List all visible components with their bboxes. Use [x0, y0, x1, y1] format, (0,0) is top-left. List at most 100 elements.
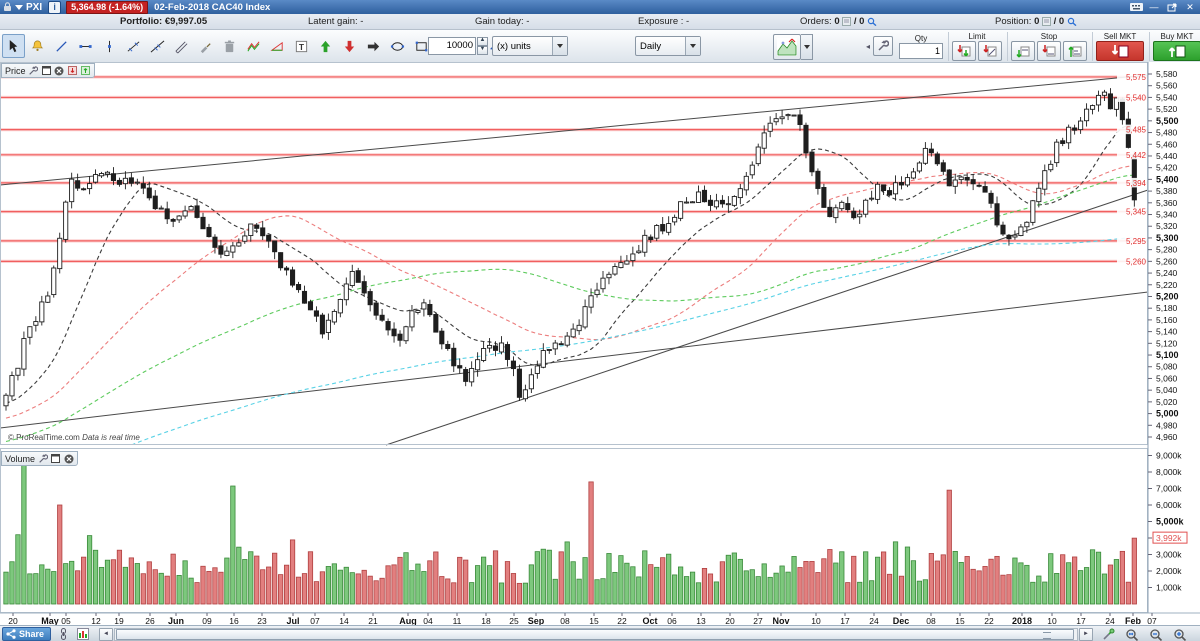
panel-collapse-icon[interactable]: ◂ [866, 41, 871, 51]
arrow-down-tool-button[interactable] [338, 34, 361, 58]
svg-text:5,340: 5,340 [1156, 210, 1178, 220]
account-info-bar: Portfolio: €9,997.05 Latent gain: - Gain… [0, 14, 1200, 30]
chart-canvas[interactable]: 5,5805,5605,5405,5205,5005,4805,4605,440… [0, 62, 1200, 626]
units-select[interactable]: (x) units [492, 36, 568, 56]
scroll-right-button[interactable]: ► [1079, 627, 1094, 641]
status-bar: Share ◄ ► [0, 625, 1200, 641]
trendline-tool-button[interactable] [122, 34, 145, 58]
volume-pane-title: Volume [5, 453, 36, 464]
svg-text:5,320: 5,320 [1156, 221, 1178, 231]
volume-axis: 9,000k8,000k7,000k6,000k5,000k4,000k3,00… [1148, 451, 1188, 593]
close-button[interactable]: ✕ [1186, 1, 1194, 12]
svg-text:5,380: 5,380 [1156, 186, 1178, 196]
instrument-dropdown-icon[interactable] [15, 4, 23, 10]
keyboard-icon[interactable] [1129, 2, 1143, 13]
zigzag-indicator-button[interactable] [242, 34, 265, 58]
zoom-out-icon[interactable] [1147, 628, 1165, 641]
svg-text:5,000k: 5,000k [1156, 517, 1185, 527]
svg-text:22: 22 [617, 616, 627, 625]
volume-close-icon[interactable] [63, 453, 74, 464]
vertical-line-tool-button[interactable] [98, 34, 121, 58]
zoom-fit-icon[interactable] [1123, 628, 1141, 641]
stop-trailing-button[interactable] [1063, 40, 1087, 61]
share-icon [6, 629, 16, 639]
svg-text:Jul: Jul [286, 616, 299, 625]
minimize-button[interactable]: — [1149, 2, 1159, 12]
link-chart-icon[interactable] [55, 628, 71, 641]
order-settings-button[interactable] [873, 36, 893, 56]
price-sell-shortcut-icon[interactable] [67, 65, 78, 76]
restore-button[interactable] [1165, 2, 1179, 13]
share-button[interactable]: Share [2, 627, 52, 641]
price-window-icon[interactable] [41, 65, 52, 76]
arrow-up-tool-button[interactable] [314, 34, 337, 58]
limit-group: Limit [948, 31, 1005, 61]
zoom-in-icon[interactable] [1171, 628, 1189, 641]
position-search-icon[interactable] [1067, 17, 1077, 29]
buy-group: Buy MKT [1149, 31, 1200, 61]
svg-text:8,000k: 8,000k [1156, 467, 1182, 477]
svg-text:5,345: 5,345 [1126, 208, 1147, 217]
brush-tool-button[interactable] [194, 34, 217, 58]
delete-tool-button[interactable] [218, 34, 241, 58]
pointer-tool-button[interactable] [2, 34, 25, 58]
chart-type-button[interactable] [773, 34, 813, 60]
svg-text:04: 04 [423, 616, 433, 625]
svg-text:5,100: 5,100 [1156, 350, 1179, 360]
sell-group: Sell MKT [1092, 31, 1147, 61]
alarm-tool-button[interactable] [26, 34, 49, 58]
stop-sell-button[interactable] [1037, 40, 1061, 61]
text-tool-button[interactable]: T [290, 34, 313, 58]
svg-text:4,980: 4,980 [1156, 420, 1178, 430]
price-settings-icon[interactable] [28, 65, 39, 76]
order-qty-input[interactable]: 1 [899, 42, 943, 59]
title-bar: PXI i 5,364.98 (-1.64%) 02-Feb-2018 CAC4… [0, 0, 1200, 14]
svg-text:5,240: 5,240 [1156, 268, 1178, 278]
position-count: 0 [1034, 16, 1040, 27]
svg-text:Oct: Oct [642, 616, 657, 625]
svg-text:11: 11 [453, 616, 462, 625]
lock-icon [3, 2, 12, 12]
pattern-indicator-button[interactable] [266, 34, 289, 58]
ma-short [5, 124, 1135, 404]
volume-settings-icon[interactable] [37, 453, 48, 464]
arrow-right-tool-button[interactable] [362, 34, 385, 58]
pitchfork-tool-button[interactable] [170, 34, 193, 58]
chart-type-dropdown-icon[interactable] [801, 34, 813, 60]
volume-window-icon[interactable] [50, 453, 61, 464]
latent-gain: Latent gain: - [308, 16, 364, 27]
extended-line-tool-button[interactable] [146, 34, 169, 58]
price-close-icon[interactable] [54, 65, 65, 76]
orders-search-icon[interactable] [867, 17, 877, 29]
limit-sell-button[interactable] [978, 40, 1002, 61]
limit-buy-button[interactable] [952, 40, 976, 61]
rectangle-tool-button[interactable] [410, 34, 433, 58]
qty-group: Qty 1 [896, 34, 946, 59]
price-buy-shortcut-icon[interactable] [80, 65, 91, 76]
orders-list-icon[interactable] [842, 17, 852, 29]
svg-text:5,580: 5,580 [1156, 69, 1178, 79]
position-list-icon[interactable] [1042, 17, 1052, 29]
svg-text:5,360: 5,360 [1156, 198, 1178, 208]
line-tool-button[interactable] [50, 34, 73, 58]
mini-chart-icon[interactable] [75, 628, 91, 641]
time-scrollbar[interactable] [114, 627, 1079, 641]
horizontal-segment-tool-button[interactable] [74, 34, 97, 58]
price-pane-title: Price [5, 65, 26, 76]
svg-text:15: 15 [955, 616, 965, 625]
chart-region[interactable]: 5,580 5,560 5,540 5,520 5,500 5,480 5,460 5,440… [0, 62, 1200, 626]
scroll-left-button[interactable]: ◄ [99, 627, 114, 641]
svg-text:5,260: 5,260 [1126, 257, 1147, 266]
quantity-stepper[interactable]: ▲ ▼ [477, 37, 488, 55]
sell-market-button[interactable] [1096, 40, 1144, 61]
ellipse-tool-button[interactable] [386, 34, 409, 58]
buy-market-button[interactable] [1153, 40, 1200, 61]
pointer-mode-icon[interactable] [1099, 628, 1117, 641]
timeframe-select[interactable]: Daily [635, 36, 701, 56]
volume-pane-tab: Volume [1, 451, 79, 466]
svg-text:05: 05 [61, 616, 71, 625]
time-scrollbar-thumb[interactable] [116, 628, 1075, 640]
quantity-input[interactable]: 10000 [428, 37, 476, 55]
stop-buy-button[interactable] [1011, 40, 1035, 61]
info-icon[interactable]: i [48, 0, 62, 14]
